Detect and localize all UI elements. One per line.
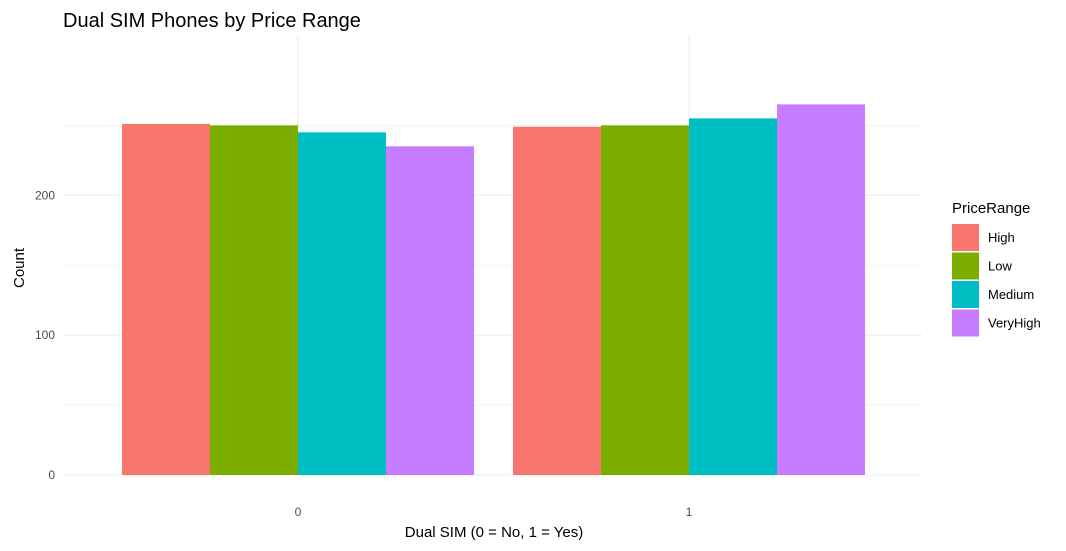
legend-key-high: [952, 224, 979, 251]
x-tick-label: 1: [686, 505, 693, 519]
chart-title: Dual SIM Phones by Price Range: [63, 10, 361, 32]
bar-medium-1: [689, 118, 777, 475]
legend: PriceRange High Low Medium VeryHigh: [952, 200, 1041, 337]
bar-low-0: [210, 125, 298, 475]
y-axis-title: Count: [11, 247, 28, 288]
legend-title: PriceRange: [952, 200, 1030, 217]
legend-key-medium: [952, 281, 979, 308]
legend-key-veryhigh: [952, 309, 979, 337]
legend-label: Medium: [988, 287, 1034, 302]
bar-veryhigh-0: [386, 146, 474, 476]
bar-high-0: [122, 123, 210, 475]
y-tick-label: 0: [48, 468, 55, 482]
legend-label: Low: [988, 259, 1012, 274]
y-tick-label: 200: [35, 188, 55, 202]
bar-veryhigh-1: [777, 104, 865, 476]
y-tick-label: 100: [35, 328, 55, 342]
bar-low-1: [601, 125, 689, 475]
legend-label: High: [988, 230, 1015, 245]
x-axis-title: Dual SIM (0 = No, 1 = Yes): [405, 524, 583, 541]
bars: [122, 104, 865, 476]
bar-high-1: [513, 126, 601, 475]
bar-medium-0: [298, 132, 386, 476]
legend-key-low: [952, 252, 979, 280]
x-tick-label: 0: [295, 505, 302, 519]
legend-label: VeryHigh: [988, 316, 1041, 331]
y-axis-ticks: 0 100 200: [35, 188, 55, 482]
